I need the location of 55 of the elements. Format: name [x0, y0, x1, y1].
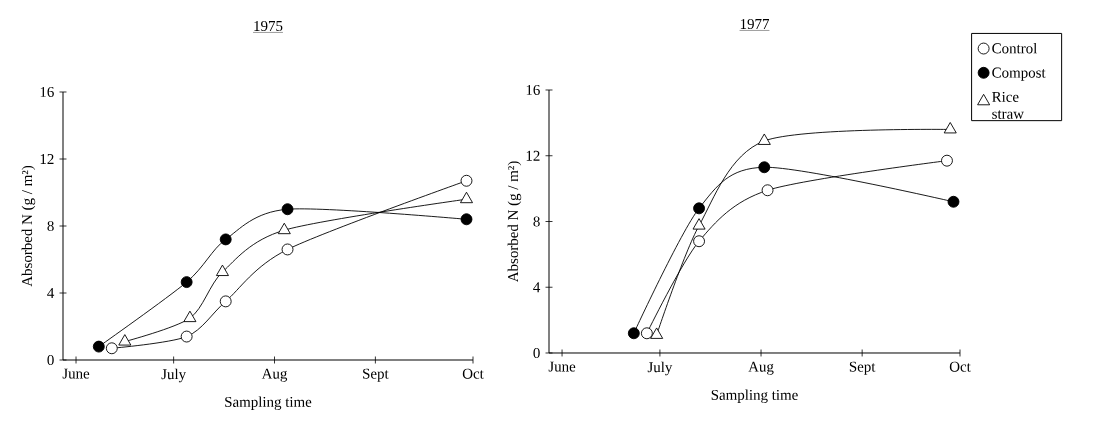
y-tick-label: 0: [47, 354, 54, 366]
y-tick-label: 16: [40, 86, 54, 98]
x-tick-label: July: [161, 368, 187, 383]
x-axis-title: Sampling time: [225, 396, 312, 410]
point: [281, 243, 294, 256]
y-tick-label: 16: [526, 84, 540, 96]
x-tick-label: Oct: [949, 361, 971, 372]
point: [180, 276, 193, 289]
x-tick-label: Sept: [849, 361, 876, 375]
point: [460, 191, 473, 204]
point: [105, 342, 118, 355]
point: [92, 340, 105, 353]
point: [460, 213, 473, 226]
y-axis-title: Absorbed N (g / m²): [21, 165, 36, 287]
legend-label: Rice straw: [992, 91, 1024, 119]
y-tick-label: 12: [526, 150, 540, 161]
x-tick-label: Sept: [363, 368, 389, 382]
point: [761, 184, 774, 197]
legend-label: Control: [992, 42, 1038, 54]
y-tick-label: 12: [40, 154, 54, 164]
point: [757, 133, 771, 145]
y-tick-label: 0: [533, 347, 540, 359]
y-tick-label: 4: [47, 288, 55, 298]
point: [180, 330, 193, 343]
point: [758, 161, 771, 174]
y-tick-label: 8: [47, 220, 54, 232]
point: [693, 202, 705, 215]
point: [219, 295, 232, 308]
point: [118, 334, 132, 346]
point: [183, 310, 197, 323]
point: [277, 222, 291, 235]
x-tick-label: Oct: [462, 368, 484, 379]
x-tick-label: June: [548, 361, 576, 372]
legend-label: Compost: [992, 67, 1046, 81]
point: [460, 174, 473, 187]
point: [947, 195, 960, 208]
chart-title: 1977: [740, 18, 770, 30]
point: [692, 218, 706, 230]
x-tick-label: Aug: [261, 368, 288, 382]
x-tick-label: Aug: [748, 361, 774, 375]
x-tick-label: July: [647, 361, 673, 376]
x-tick-label: June: [62, 368, 90, 379]
point: [941, 154, 953, 167]
point: [215, 264, 229, 276]
chart-title: 1975: [254, 20, 283, 32]
point: [693, 235, 705, 248]
point: [219, 233, 232, 246]
y-axis-title: Absorbed N (g / m²): [507, 161, 522, 283]
point: [640, 327, 653, 340]
point: [627, 327, 640, 340]
point: [281, 203, 294, 216]
x-axis-title: Sampling time: [711, 389, 798, 403]
y-tick-label: 4: [533, 282, 541, 293]
y-tick-label: 8: [533, 216, 540, 227]
point: [943, 122, 957, 134]
